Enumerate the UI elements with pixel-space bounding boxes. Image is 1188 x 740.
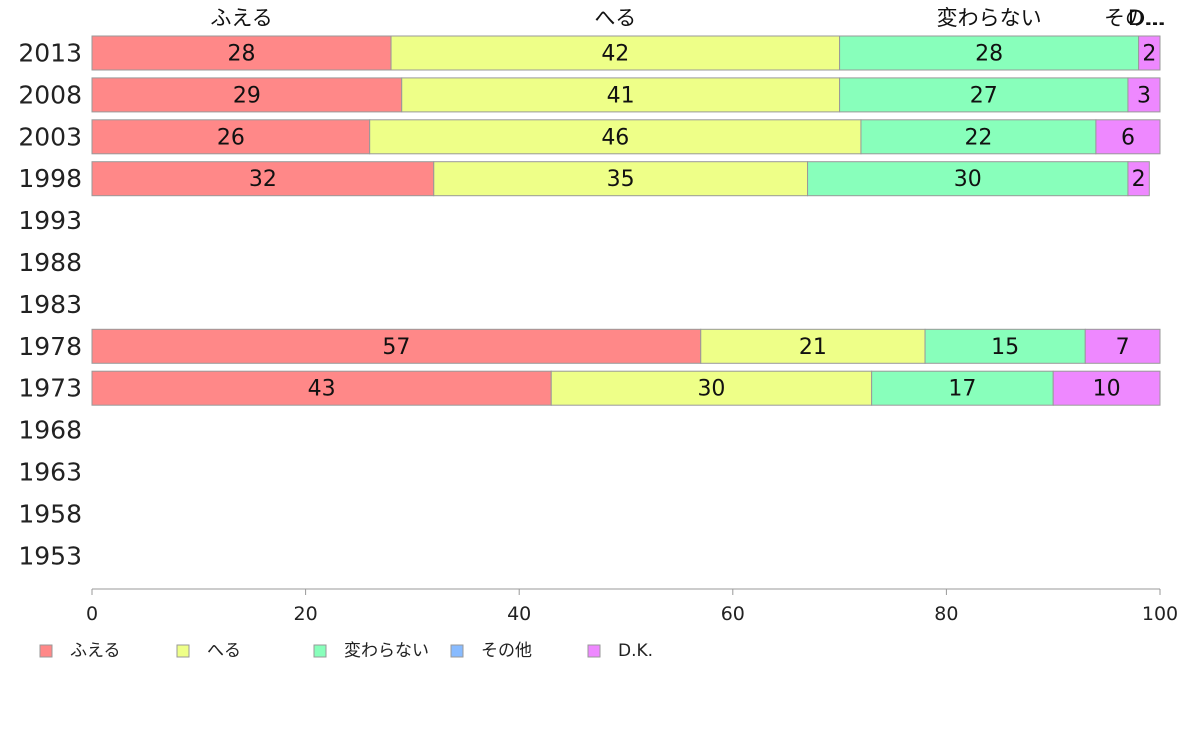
data-label-2008-s0: 29 <box>233 83 261 108</box>
data-label-1973-s0: 43 <box>308 377 336 402</box>
top-series-label-2: 変わらない <box>937 6 1042 30</box>
category-label-1978: 1978 <box>18 332 82 361</box>
category-label-1998: 1998 <box>18 164 82 193</box>
data-label-2008-s2: 27 <box>970 83 998 108</box>
data-label-2003-s0: 26 <box>217 125 245 150</box>
data-label-1998-s0: 32 <box>249 167 277 192</box>
category-label-1963: 1963 <box>18 458 82 487</box>
bar-segment-1973-s4 <box>1052 370 1161 406</box>
x-tick-label-60: 60 <box>721 603 745 625</box>
category-label-2013: 2013 <box>18 39 82 68</box>
bar-segment-1998-s4 <box>1127 161 1150 197</box>
legend-swatch-0 <box>39 644 53 658</box>
bar-segment-1998-s2 <box>807 161 1129 197</box>
x-tick-label-40: 40 <box>507 603 531 625</box>
data-label-1998-s2: 30 <box>954 167 982 192</box>
data-label-1973-s2: 17 <box>948 377 976 402</box>
bar-segment-1978-s2 <box>924 328 1086 364</box>
bar-segment-2003-s4 <box>1095 119 1161 155</box>
top-series-label-1: へる <box>594 6 636 30</box>
data-label-1978-s1: 21 <box>799 335 827 360</box>
legend-label-4: D.K. <box>618 641 653 661</box>
x-tick-label-0: 0 <box>86 603 98 625</box>
bar-segment-1973-s2 <box>871 370 1054 406</box>
bar-segment-2008-s0 <box>91 77 403 113</box>
legend-swatch-4 <box>587 644 601 658</box>
data-label-2008-s4: 3 <box>1137 83 1151 108</box>
data-label-1978-s0: 57 <box>382 335 410 360</box>
top-series-label-3: その... <box>1104 6 1166 30</box>
category-label-2003: 2003 <box>18 122 82 151</box>
bar-segment-1998-s1 <box>433 161 809 197</box>
bar-segment-2003-s0 <box>91 119 371 155</box>
data-label-1998-s1: 35 <box>607 167 635 192</box>
data-label-2003-s2: 22 <box>964 125 992 150</box>
bar-segment-2013-s4 <box>1138 35 1161 71</box>
category-label-1993: 1993 <box>18 206 82 235</box>
category-label-1973: 1973 <box>18 374 82 403</box>
data-label-1978-s4: 7 <box>1116 335 1130 360</box>
legend-swatch-3 <box>450 644 464 658</box>
bar-segment-2008-s4 <box>1127 77 1161 113</box>
category-label-1958: 1958 <box>18 499 82 528</box>
legend-label-3: その他 <box>481 641 532 661</box>
x-tick-label-20: 20 <box>294 603 318 625</box>
data-label-1978-s2: 15 <box>991 335 1019 360</box>
legend-label-1: へる <box>207 641 241 661</box>
bar-segment-2013-s0 <box>91 35 392 71</box>
data-label-2003-s1: 46 <box>601 125 629 150</box>
x-tick-label-100: 100 <box>1142 603 1178 625</box>
category-label-1983: 1983 <box>18 290 82 319</box>
bar-segment-1978-s4 <box>1084 328 1161 364</box>
category-label-1968: 1968 <box>18 416 82 445</box>
data-label-1973-s4: 10 <box>1093 377 1121 402</box>
data-label-2013-s0: 28 <box>228 42 256 67</box>
legend-swatch-1 <box>176 644 190 658</box>
category-label-1953: 1953 <box>18 541 82 570</box>
category-label-1988: 1988 <box>18 248 82 277</box>
data-label-2013-s1: 42 <box>601 42 629 67</box>
data-label-2008-s1: 41 <box>607 83 635 108</box>
data-label-2013-s4: 2 <box>1142 42 1156 67</box>
bar-segment-2003-s2 <box>860 119 1097 155</box>
bar-segment-2008-s2 <box>839 77 1129 113</box>
bar-segment-2003-s1 <box>369 119 862 155</box>
legend-label-2: 変わらない <box>344 641 429 661</box>
top-series-label-4: D... <box>1128 6 1164 30</box>
top-series-label-0: ふえる <box>210 6 272 30</box>
data-label-1973-s1: 30 <box>697 377 725 402</box>
data-label-2013-s2: 28 <box>975 42 1003 67</box>
legend-swatch-2 <box>313 644 327 658</box>
x-tick-label-80: 80 <box>934 603 958 625</box>
legend-label-0: ふえる <box>70 641 121 661</box>
data-label-1998-s4: 2 <box>1132 167 1146 192</box>
category-label-2008: 2008 <box>18 80 82 109</box>
bar-segment-2013-s1 <box>390 35 841 71</box>
bar-segment-1998-s0 <box>91 161 435 197</box>
bar-segment-2008-s1 <box>401 77 841 113</box>
bar-segment-2013-s2 <box>839 35 1140 71</box>
data-label-2003-s4: 6 <box>1121 125 1135 150</box>
